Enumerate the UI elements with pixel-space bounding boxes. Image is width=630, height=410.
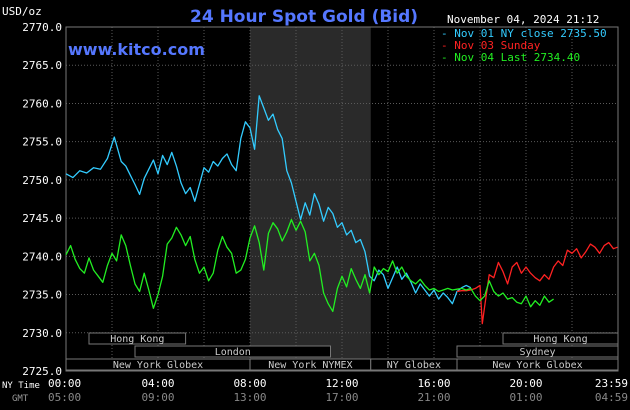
- series-lines: [65, 95, 618, 325]
- y-tick-label: 2765.0: [22, 59, 62, 72]
- series-line-1: [456, 241, 618, 325]
- chart-timestamp: November 04, 2024 21:12: [447, 13, 599, 26]
- series-line-0: [65, 95, 472, 305]
- chart-title: 24 Hour Spot Gold (Bid): [190, 7, 418, 27]
- series-line-2: [65, 218, 554, 313]
- market-sessions: Hong Kong Hong Kong London Sydney New York G…: [65, 332, 619, 371]
- x-tick-label: 08:00: [233, 377, 266, 390]
- x-tick-label: 04:00: [141, 377, 174, 390]
- x-tick-label: 00:00: [48, 377, 81, 390]
- market-session-label: Sydney: [519, 347, 555, 358]
- x-tick-label: 23:59: [595, 377, 628, 390]
- legend-entry: - Nov 04 Last 2734.40: [441, 51, 580, 64]
- market-session-bar: [134, 345, 331, 358]
- y-axis-unit-label: USD/oz: [2, 5, 42, 18]
- market-session-label: New York Globex: [492, 360, 582, 371]
- legend-entry: - Nov 01 NY close 2735.50: [441, 27, 607, 40]
- x-tick-label: 12:00: [325, 377, 358, 390]
- y-axis-ticks: 2725.0 2730.0 2735.0 2740.0 2745.0 2750.0 2755…: [22, 21, 62, 378]
- x-tick-label-gmt: 17:00: [325, 391, 358, 404]
- legend: - Nov 01 NY close 2735.50- Nov 03 Sunday…: [441, 27, 607, 64]
- market-session-bar: [502, 332, 619, 345]
- market-session-bar: [456, 345, 619, 358]
- legend-entry: - Nov 03 Sunday: [441, 39, 541, 52]
- market-session-label: London: [215, 347, 251, 358]
- x-tick-label-gmt: 01:00: [509, 391, 542, 404]
- market-session-label: New York Globex: [113, 360, 203, 371]
- y-tick-label: 2745.0: [22, 212, 62, 225]
- nymex-session-shade: [250, 27, 371, 371]
- gmt-label: GMT: [12, 394, 29, 404]
- x-tick-label: 20:00: [509, 377, 542, 390]
- x-tick-label-gmt: 13:00: [233, 391, 266, 404]
- x-tick-label-gmt: 05:00: [48, 391, 81, 404]
- y-tick-label: 2750.0: [22, 174, 62, 187]
- y-tick-label: 2735.0: [22, 289, 62, 302]
- ny-time-label: NY Time: [2, 381, 40, 391]
- y-tick-label: 2770.0: [22, 21, 62, 34]
- nymex-shade-band: [250, 27, 371, 371]
- y-tick-label: 2730.0: [22, 327, 62, 340]
- market-session-label: Hong Kong: [533, 334, 587, 345]
- x-tick-label-gmt: 04:59: [595, 391, 628, 404]
- y-tick-label: 2760.0: [22, 97, 62, 110]
- market-session-label: Hong Kong: [110, 334, 164, 345]
- y-tick-label: 2740.0: [22, 250, 62, 263]
- source-watermark: www.kitco.com: [68, 40, 205, 59]
- plot-frame: [65, 26, 619, 372]
- x-tick-label: 16:00: [417, 377, 450, 390]
- y-tick-label: 2755.0: [22, 136, 62, 149]
- market-session-bar: [88, 332, 187, 345]
- market-session-bar: [456, 358, 619, 371]
- market-session-label: NY Globex: [387, 360, 441, 371]
- market-session-label: New York NYMEX: [268, 360, 352, 371]
- y-tick-label: 2725.0: [22, 365, 62, 378]
- x-tick-label-gmt: 21:00: [417, 391, 450, 404]
- x-tick-label-gmt: 09:00: [141, 391, 174, 404]
